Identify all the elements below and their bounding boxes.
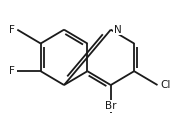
Text: F: F (9, 66, 15, 76)
Text: Br: Br (105, 101, 116, 111)
Text: F: F (9, 25, 15, 35)
Text: N: N (114, 25, 122, 35)
Text: Cl: Cl (160, 80, 170, 90)
